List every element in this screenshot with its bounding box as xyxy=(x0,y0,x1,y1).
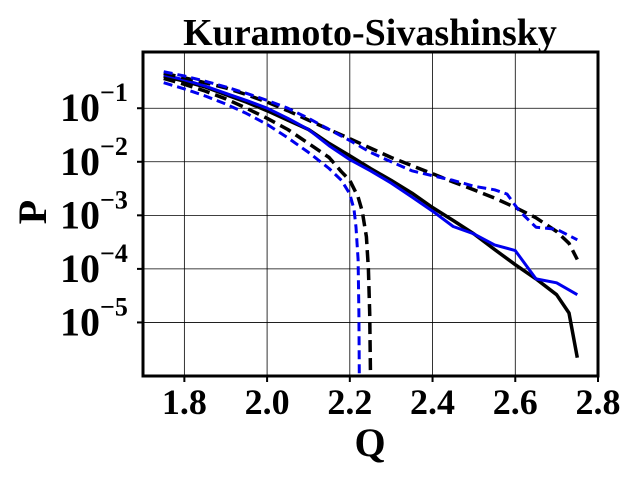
series-line-2 xyxy=(163,73,579,297)
x-tick-label: 1.8 xyxy=(162,382,207,422)
x-tick-label: 2.6 xyxy=(493,382,538,422)
y-tick-labels: 10−110−210−310−410−5 xyxy=(60,78,143,344)
x-tick-label: 2.2 xyxy=(327,382,372,422)
y-tick-label: 10−3 xyxy=(60,185,128,237)
x-tick-labels: 1.8 2.0 2.2 2.4 2.6 2.8 xyxy=(162,376,621,422)
series-lines xyxy=(163,70,580,377)
y-tick-label: 10−1 xyxy=(60,78,128,130)
x-tick-label: 2.4 xyxy=(410,382,455,422)
plot-frame xyxy=(141,50,600,378)
x-axis-label: Q xyxy=(354,420,385,465)
y-tick-label: 10−2 xyxy=(60,132,128,184)
chart-title: Kuramoto-Sivashinsky xyxy=(183,12,557,54)
series-line-4 xyxy=(163,70,578,242)
series-line-5 xyxy=(163,76,373,377)
y-tick-label: 10−5 xyxy=(60,292,128,344)
series-line-6 xyxy=(163,81,361,377)
y-axis-label: P xyxy=(10,200,55,224)
x-tick-label: 2.8 xyxy=(576,382,621,422)
x-tick-label: 2.0 xyxy=(245,382,290,422)
y-tick-label: 10−4 xyxy=(60,239,128,291)
